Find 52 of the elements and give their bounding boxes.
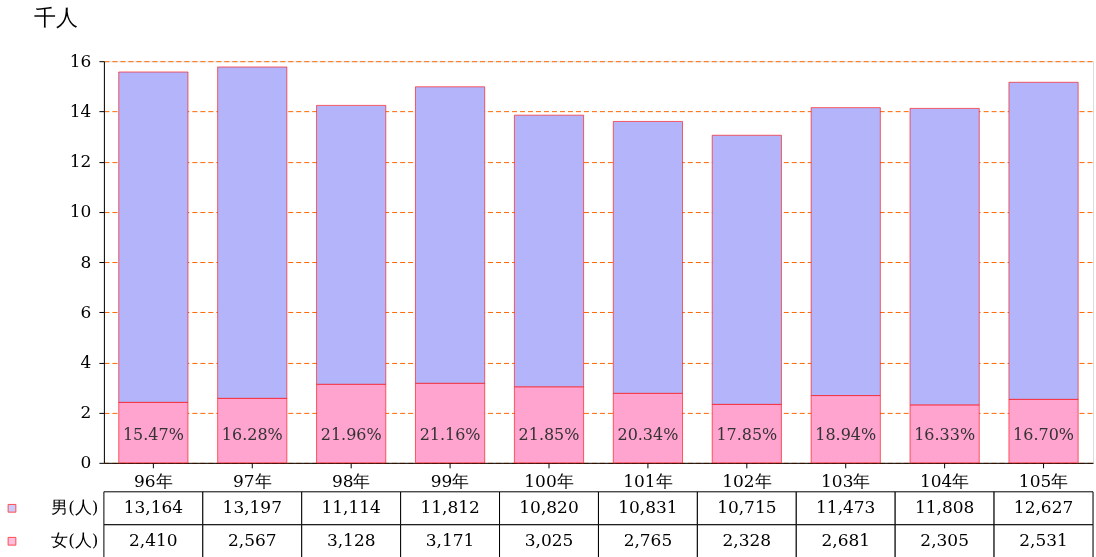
annotation: 21.96% — [320, 424, 382, 444]
x-tick-label: 96年 — [134, 471, 173, 492]
y-tick-label: 12 — [69, 151, 92, 172]
text: 11,808 — [914, 497, 975, 518]
annotation: 16.70% — [1013, 424, 1074, 444]
text: 13,164 — [123, 497, 184, 518]
text: 11,114 — [321, 497, 381, 518]
y-tick-label: 14 — [69, 100, 92, 121]
annotation: 18.94% — [815, 424, 877, 444]
text: 12,627 — [1013, 497, 1074, 518]
text: 13,197 — [222, 497, 282, 518]
legend-label: 女(人) — [51, 530, 99, 551]
y-tick-label: 2 — [80, 402, 92, 423]
text: 2,328 — [722, 530, 772, 551]
y-tick-label: 10 — [69, 201, 92, 222]
y-tick-label: 0 — [80, 452, 92, 473]
x-tick-label: 99年 — [430, 471, 470, 492]
text: 2,681 — [821, 530, 871, 551]
y-axis-title: 千人 — [34, 4, 79, 30]
text: 10,831 — [618, 497, 678, 518]
y-tick-label: 8 — [80, 251, 92, 272]
annotation: 21.85% — [518, 424, 580, 444]
text: 11,473 — [816, 497, 876, 518]
y-tick-label: 6 — [80, 301, 92, 322]
y-tick-label: 4 — [80, 351, 92, 372]
annotation: 16.33% — [914, 424, 976, 444]
text: 10,820 — [519, 497, 579, 518]
annotation: 21.16% — [419, 424, 481, 444]
x-tick-label: 103年 — [821, 471, 871, 492]
annotation: 15.47% — [122, 424, 184, 444]
x-tick-label: 102年 — [722, 471, 772, 492]
x-tick-label: 101年 — [623, 471, 673, 492]
x-tick-label: 98年 — [331, 471, 371, 492]
text: 2,305 — [920, 530, 969, 551]
text: 3,128 — [326, 530, 376, 551]
x-tick-label: 100年 — [524, 471, 574, 492]
text: 2,765 — [623, 530, 673, 551]
x-tick-label: 97年 — [232, 471, 272, 492]
annotation: 17.85% — [716, 424, 778, 444]
text: 2,567 — [227, 530, 277, 551]
legend-label: 男(人) — [51, 497, 99, 518]
annotation: 20.34% — [617, 424, 679, 444]
text: 3,025 — [524, 530, 574, 551]
text: 11,812 — [420, 497, 480, 518]
text: 2,531 — [1019, 530, 1068, 551]
y-tick-label: 16 — [69, 50, 92, 71]
text: 10,715 — [717, 497, 777, 518]
x-tick-label: 104年 — [919, 471, 970, 492]
x-tick-label: 105年 — [1018, 471, 1069, 492]
text: 2,410 — [129, 530, 178, 551]
annotation: 16.28% — [221, 424, 283, 444]
text: 3,171 — [425, 530, 475, 551]
